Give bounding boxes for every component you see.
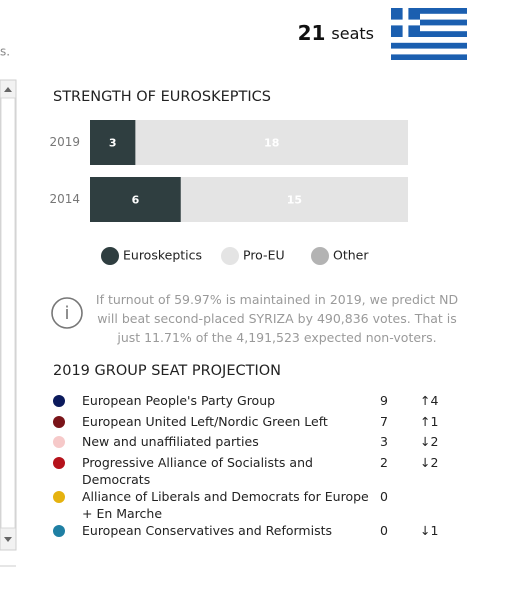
seats-number: 21: [298, 21, 326, 45]
group-seats: 0: [380, 522, 388, 538]
bar-segment: [135, 120, 408, 165]
bar-segment: [90, 120, 136, 165]
y-tick-label: 2014: [49, 192, 80, 206]
legend-label: Other: [333, 248, 369, 263]
table-row: European United Left/Nordic Green Left 7 ↑…: [50, 413, 470, 434]
scroll-down[interactable]: [4, 537, 12, 542]
flag: [391, 8, 467, 60]
group-name: Alliance of Liberals and Democrats for E…: [82, 488, 369, 521]
legend-label: Euroskeptics: [123, 248, 202, 263]
legend-swatch: [311, 247, 329, 265]
table-row: European People's Party Group 9 ↑4: [50, 392, 470, 413]
y-tick-label: 2019: [49, 135, 80, 149]
table-row: Progressive Alliance of Socialists and D…: [50, 454, 470, 488]
group-name: European Conservatives and Reformists: [82, 522, 333, 538]
side-text: s.: [0, 45, 10, 59]
chart-title: STRENGTH OF EUROSKEPTICS: [53, 89, 271, 105]
group-name: Progressive Alliance of Socialists and D…: [82, 454, 313, 487]
group-seats: 3: [380, 434, 388, 450]
info-icon: [51, 297, 83, 329]
group-change: ↑1: [420, 413, 439, 429]
table-row: Alliance of Liberals and Democrats for E…: [50, 488, 470, 522]
table-row: European Conservatives and Reformists 0 ↓1: [50, 522, 470, 543]
seats-count: 21 seats: [298, 21, 374, 45]
group-dot: [53, 524, 65, 537]
seats-label: seats: [331, 24, 374, 43]
info-icon-glyph: i: [64, 303, 69, 324]
legend-swatch: [221, 247, 239, 265]
data-label: 18: [264, 137, 279, 150]
group-dot: [53, 436, 65, 449]
projection-title: 2019 GROUP SEAT PROJECTION: [53, 363, 282, 379]
projection-table: European People's Party Group 9 ↑4 European…: [50, 392, 470, 542]
group-dot: [53, 456, 65, 469]
table-row: New and unaffiliated parties 3 ↓2: [50, 433, 470, 454]
note: If turnout of 59.97% is maintained in 20…: [95, 292, 459, 345]
group-seats: 0: [380, 488, 388, 504]
group-dot: [53, 415, 65, 428]
group-name: New and unaffiliated parties: [82, 434, 259, 450]
group-dot: [53, 490, 65, 503]
group-seats: 2: [380, 454, 388, 470]
group-change: ↓2: [420, 454, 439, 470]
group-change: ↑4: [420, 393, 439, 408]
bar-segment: [90, 177, 181, 222]
group-change: ↓2: [420, 434, 439, 450]
group-name: European United Left/Nordic Green Left: [82, 413, 328, 429]
chart: 2019 3 18 2014 6 15 Euroskeptics Pro-EU Other: [49, 120, 408, 265]
bar-segment: [180, 177, 408, 222]
data-label: 6: [132, 194, 140, 207]
scroll-up[interactable]: [4, 87, 12, 92]
legend-label: Pro-EU: [243, 248, 285, 263]
group-dot: [53, 395, 65, 407]
scroll-thumb[interactable]: [0, 97, 16, 529]
data-label: 3: [109, 137, 117, 150]
legend-swatch: [101, 247, 119, 265]
group-name: European People's Party Group: [82, 393, 276, 408]
group-change: ↓1: [420, 522, 439, 538]
data-label: 15: [287, 194, 302, 207]
group-seats: 9: [380, 393, 388, 408]
group-seats: 7: [380, 413, 388, 429]
